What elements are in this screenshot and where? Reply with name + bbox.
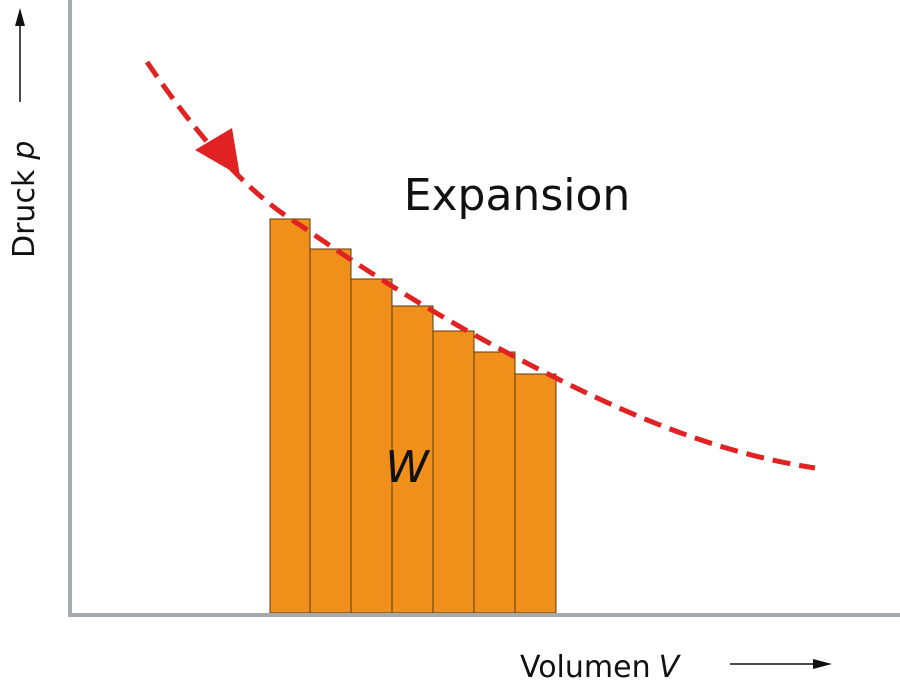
work-strip [391,305,434,614]
x-axis-label: Volumen V [520,650,682,685]
direction-arrow [195,128,240,176]
work-label: W [385,442,430,493]
x-axis-symbol: V [659,650,682,685]
process-label: Expansion [404,170,631,221]
work-area [269,218,557,614]
y-axis-symbol: p [7,141,42,161]
work-strip [309,248,352,614]
y-axis-label-text: Druck [7,169,42,258]
work-strip [350,278,393,614]
work-strip [269,218,311,614]
x-axis-arrowhead [813,659,832,669]
y-axis-label: Druck p [7,141,42,258]
work-strip [514,373,557,614]
work-strip [473,351,516,614]
x-axis-label-text: Volumen [520,650,651,685]
work-strip [432,330,475,614]
y-axis-arrowhead [15,8,25,26]
